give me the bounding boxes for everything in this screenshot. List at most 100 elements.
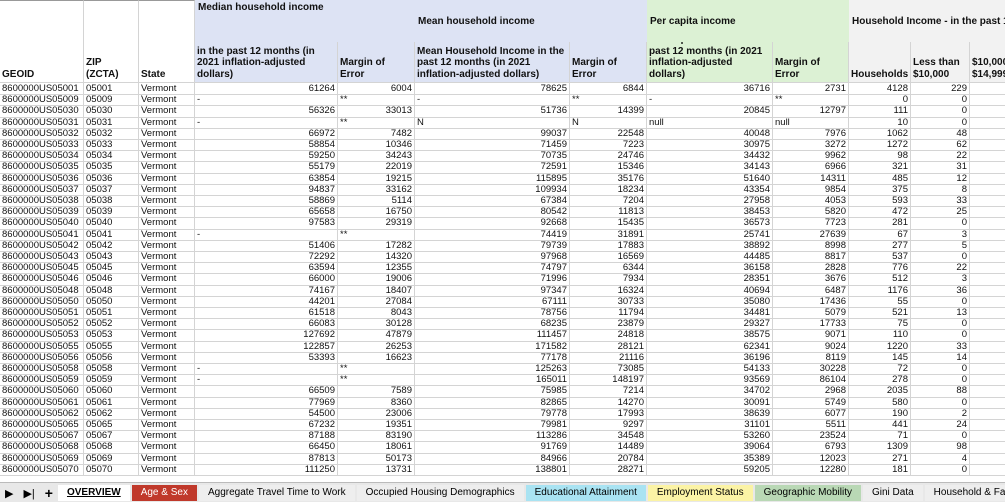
- cell: Vermont: [139, 262, 195, 275]
- group-header: Household Income - in the past 12 months: [852, 16, 1005, 27]
- sheet-tab[interactable]: Gini Data: [862, 485, 923, 501]
- group-header: Per capita income: [650, 16, 736, 27]
- cell: 63594: [195, 262, 338, 275]
- cell: Vermont: [139, 374, 195, 387]
- cell: Vermont: [139, 385, 195, 398]
- cell: 23879: [570, 318, 647, 331]
- cell: 12: [911, 172, 970, 185]
- cell: 12797: [773, 105, 849, 118]
- cell: 8600000US05058: [0, 363, 84, 376]
- cell: 79778: [415, 407, 570, 420]
- cell: 53260: [647, 430, 773, 443]
- sheet-tab[interactable]: Employment Status: [647, 485, 753, 501]
- cell: 441: [849, 419, 911, 432]
- cell: 8360: [338, 396, 415, 409]
- cell: 05001: [84, 83, 139, 96]
- cell: Vermont: [139, 127, 195, 140]
- cell: 8600000US05040: [0, 217, 84, 230]
- cell: 8600000US05039: [0, 206, 84, 219]
- cell: 05033: [84, 139, 139, 152]
- cell: 66450: [195, 441, 338, 454]
- cell: 50173: [338, 452, 415, 465]
- cell: 58854: [195, 139, 338, 152]
- cell: [970, 441, 1005, 454]
- column-header: Margin of Error: [338, 42, 415, 83]
- sheet-tab[interactable]: Household & Families: [924, 485, 1005, 501]
- cell: Vermont: [139, 94, 195, 107]
- cell: 30733: [570, 295, 647, 308]
- cell: 1272: [849, 139, 911, 152]
- cell: 29319: [338, 217, 415, 230]
- cell: 27639: [773, 228, 849, 241]
- cell: [970, 195, 1005, 208]
- cell: 125263: [415, 363, 570, 376]
- cell: 271: [849, 452, 911, 465]
- sheet-tab[interactable]: Age & Sex: [131, 485, 197, 501]
- cell: [970, 128, 1005, 140]
- cell: 11794: [570, 307, 647, 320]
- cell: 97968: [415, 251, 570, 264]
- cell: 97347: [415, 284, 570, 297]
- cell: 190: [849, 407, 911, 420]
- cell: 17436: [773, 295, 849, 308]
- cell: 05034: [84, 150, 139, 163]
- cell: 18407: [338, 284, 415, 297]
- cell: 05038: [84, 195, 139, 208]
- cell: 35080: [647, 295, 773, 308]
- cell: 14270: [570, 396, 647, 409]
- cell: 68235: [415, 318, 570, 331]
- group-bg: [647, 0, 849, 42]
- cell: 05068: [84, 441, 139, 454]
- cell: 73085: [570, 363, 647, 376]
- cell: **: [338, 116, 415, 129]
- cell: 5114: [338, 195, 415, 208]
- cell: 54133: [647, 363, 773, 376]
- cell: 16623: [338, 351, 415, 364]
- cell: [970, 83, 1005, 96]
- cell: 5079: [773, 307, 849, 320]
- cell: 62341: [647, 340, 773, 353]
- cell: 6487: [773, 284, 849, 297]
- cell: 281: [849, 217, 911, 230]
- cell: [970, 453, 1005, 465]
- cell: Vermont: [139, 463, 195, 476]
- cell: 91769: [415, 441, 570, 454]
- cell: 31: [911, 161, 970, 174]
- sheet-tab[interactable]: OVERVIEW: [57, 485, 130, 501]
- cell: [970, 240, 1005, 252]
- cell: **: [338, 94, 415, 107]
- cell: 58869: [195, 195, 338, 208]
- cell: 05070: [84, 463, 139, 476]
- cell: 05061: [84, 396, 139, 409]
- cell: 15435: [570, 217, 647, 230]
- add-sheet[interactable]: +: [44, 485, 53, 501]
- nav-last[interactable]: ▶|: [23, 487, 35, 500]
- cell: 9962: [773, 150, 849, 163]
- sheet-tab[interactable]: Geographic Mobility: [754, 485, 861, 501]
- cell: 0: [911, 463, 970, 476]
- cell: 0: [911, 318, 970, 331]
- cell: 3676: [773, 273, 849, 286]
- cell: 72292: [195, 251, 338, 264]
- cell: 0: [911, 295, 970, 308]
- cell: 71459: [415, 139, 570, 152]
- cell: 75985: [415, 385, 570, 398]
- cell: 86104: [773, 374, 849, 387]
- nav-prev[interactable]: ▶: [5, 487, 14, 500]
- cell: Vermont: [139, 239, 195, 252]
- sheet-tab[interactable]: Occupied Housing Demographics: [356, 485, 524, 501]
- cell: 67111: [415, 295, 570, 308]
- cell: [970, 307, 1005, 320]
- sheet-tab[interactable]: Educational Attainment: [525, 485, 646, 501]
- cell: 05039: [84, 206, 139, 219]
- cell: 8600000US05037: [0, 183, 84, 196]
- cell: N: [415, 116, 570, 129]
- cell: 8600000US05056: [0, 351, 84, 364]
- cell: 16569: [570, 251, 647, 264]
- cell: 8600000US05062: [0, 407, 84, 420]
- cell: 78756: [415, 307, 570, 320]
- cell: 40694: [647, 284, 773, 297]
- sheet-tab[interactable]: Aggregate Travel Time to Work: [198, 485, 355, 501]
- cell: 10: [849, 116, 911, 129]
- cell: **: [338, 374, 415, 387]
